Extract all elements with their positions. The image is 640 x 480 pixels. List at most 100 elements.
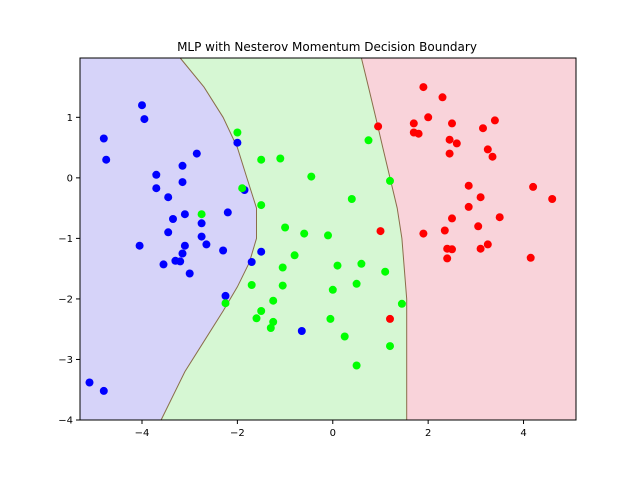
data-point	[326, 314, 335, 323]
data-point	[443, 254, 452, 263]
y-tick-label: −3	[58, 355, 73, 366]
data-point	[548, 195, 557, 203]
data-point	[180, 210, 189, 219]
data-point	[178, 249, 187, 258]
data-point	[257, 307, 266, 315]
data-point	[202, 240, 211, 249]
data-point	[266, 324, 275, 332]
data-point	[526, 253, 535, 262]
data-point	[276, 154, 285, 163]
data-point	[333, 261, 342, 270]
data-point	[490, 116, 499, 125]
data-point	[440, 226, 449, 235]
data-point	[445, 149, 454, 158]
y-axis-ticks: 1 0 −1 −2 −3 −4	[58, 113, 80, 427]
x-tick-label: 4	[520, 428, 526, 439]
data-point	[197, 210, 206, 219]
y-tick-label: −2	[58, 294, 73, 305]
data-point	[138, 101, 146, 110]
data-point	[178, 161, 187, 170]
chart-title: MLP with Nesterov Momentum Decision Boun…	[177, 40, 477, 54]
data-point	[297, 327, 306, 335]
data-point	[495, 213, 504, 222]
data-point	[386, 176, 394, 185]
data-point	[483, 145, 492, 154]
y-tick-label: −1	[58, 234, 73, 245]
data-point	[252, 314, 261, 323]
decision-boundary-1	[160, 57, 257, 421]
data-point	[364, 136, 373, 145]
data-point	[479, 124, 487, 133]
data-point	[176, 257, 185, 266]
data-points	[85, 83, 557, 395]
data-point	[374, 122, 383, 131]
data-point	[257, 247, 266, 256]
data-point	[135, 241, 144, 250]
data-point	[269, 296, 278, 305]
data-point	[102, 155, 111, 164]
x-tick-label: −4	[135, 428, 150, 439]
data-point	[414, 129, 423, 138]
data-point	[152, 184, 161, 193]
y-tick-label: −4	[58, 416, 73, 427]
decision-boundary-2	[360, 57, 408, 420]
data-point	[257, 155, 266, 164]
data-point	[257, 201, 266, 210]
data-point	[281, 223, 290, 232]
data-point	[357, 259, 366, 268]
data-point	[99, 386, 108, 395]
data-point	[278, 263, 287, 272]
data-point	[488, 152, 497, 161]
data-point	[483, 240, 492, 249]
data-point	[164, 193, 173, 202]
data-point	[300, 229, 309, 238]
x-tick-label: −2	[230, 428, 245, 439]
data-point	[464, 181, 473, 190]
data-point	[233, 138, 242, 147]
x-tick-label: 2	[425, 428, 431, 439]
data-point	[409, 119, 418, 128]
data-point	[307, 172, 316, 181]
y-tick-label: 0	[67, 173, 73, 184]
data-point	[99, 134, 108, 143]
data-point	[238, 184, 247, 193]
data-point	[381, 267, 390, 276]
plot-frame	[79, 57, 577, 421]
data-point	[424, 113, 433, 122]
data-point	[247, 258, 256, 266]
data-point	[474, 222, 483, 231]
data-point	[164, 228, 173, 237]
data-point	[219, 246, 228, 255]
data-point	[180, 241, 189, 250]
data-point	[448, 214, 456, 223]
data-point	[352, 361, 361, 370]
y-tick-label: 1	[67, 113, 73, 124]
data-point	[340, 332, 349, 341]
data-point	[347, 195, 356, 203]
data-point	[169, 215, 177, 223]
data-point	[328, 285, 337, 294]
data-point	[476, 193, 485, 202]
data-point	[476, 244, 485, 253]
data-point	[269, 317, 278, 326]
x-tick-label: 0	[330, 428, 336, 439]
region-blue	[80, 58, 257, 420]
data-point	[445, 135, 454, 144]
data-point	[278, 281, 287, 290]
data-point	[464, 202, 473, 211]
data-point	[221, 291, 230, 300]
data-point	[448, 119, 456, 128]
data-point	[386, 342, 394, 351]
data-point	[197, 232, 206, 241]
data-point	[290, 251, 299, 260]
decision-boundaries	[160, 57, 408, 421]
data-point	[192, 149, 201, 158]
data-point	[386, 314, 394, 323]
data-point	[448, 245, 456, 254]
data-point	[397, 299, 406, 308]
data-point	[438, 93, 447, 102]
data-point	[85, 378, 94, 387]
data-point	[178, 178, 187, 187]
data-point	[197, 219, 206, 228]
